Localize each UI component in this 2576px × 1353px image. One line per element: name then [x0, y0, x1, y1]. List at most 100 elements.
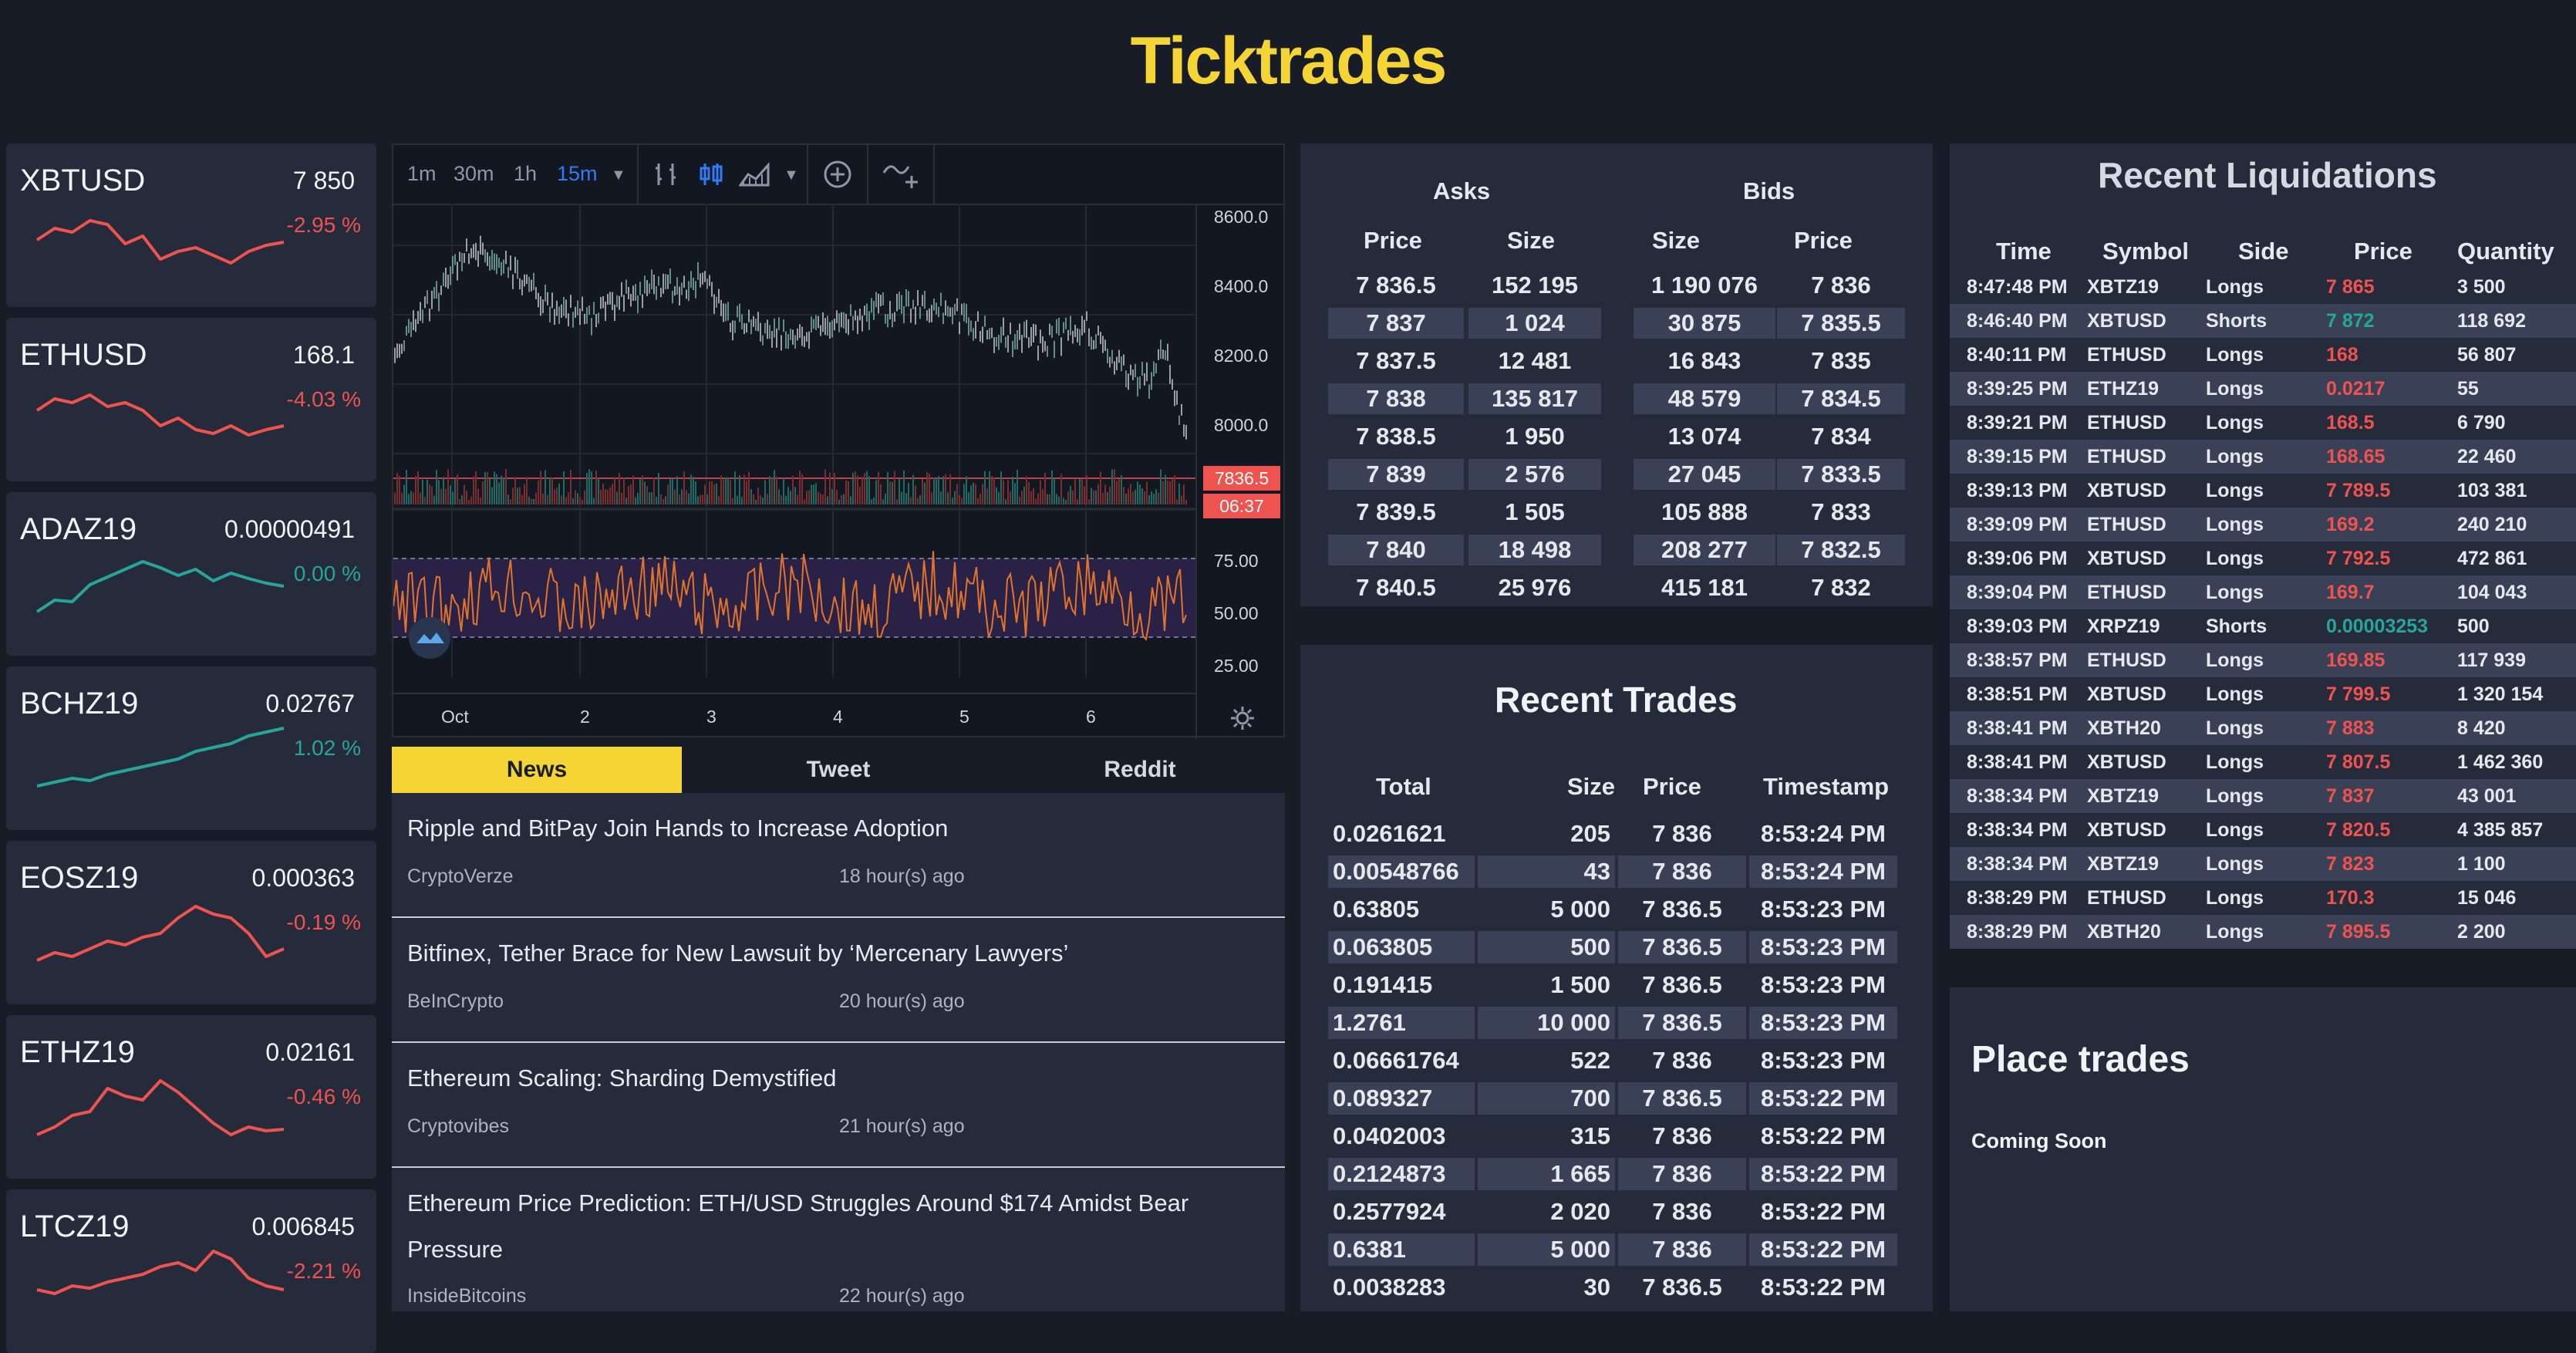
trade-timestamp-cell[interactable]: 8:53:22 PM [1749, 1158, 1897, 1190]
liquidation-row[interactable]: 8:39:25 PM ETHZ19 Longs 0.0217 55 [1950, 372, 2576, 406]
bid-price-cell[interactable]: 7 833.5 [1777, 459, 1905, 490]
bid-size-cell[interactable]: 415 181 [1661, 574, 1748, 601]
trade-total-cell[interactable]: 0.06661764 [1333, 1047, 1459, 1074]
trade-price-cell[interactable]: 7 836 [1618, 1158, 1746, 1190]
interval-15m-button[interactable]: 15m [557, 162, 598, 185]
interval-1h-button[interactable]: 1h [514, 162, 538, 185]
liquidation-row[interactable]: 8:38:34 PM XBTZ19 Longs 7 823 1 100 [1950, 847, 2576, 881]
bid-size-cell[interactable]: 105 888 [1661, 498, 1748, 525]
trade-size-cell[interactable]: 5 000 [1550, 896, 1610, 923]
bid-price-cell[interactable]: 7 835.5 [1777, 308, 1905, 339]
liquidation-row[interactable]: 8:38:51 PM XBTUSD Longs 7 799.5 1 320 154 [1950, 677, 2576, 711]
trade-price-cell[interactable]: 7 836.5 [1618, 1007, 1746, 1039]
trade-total-cell[interactable]: 0.089327 [1328, 1082, 1475, 1115]
bid-size-cell[interactable]: 1 190 076 [1651, 272, 1758, 299]
liquidation-row[interactable]: 8:38:41 PM XBTUSD Longs 7 807.5 1 462 360 [1950, 745, 2576, 779]
candles-style-icon[interactable] [697, 160, 725, 188]
bid-size-cell[interactable]: 27 045 [1634, 459, 1775, 490]
trade-size-cell[interactable]: 1 500 [1550, 971, 1610, 998]
ask-size-cell[interactable]: 2 576 [1468, 459, 1601, 490]
ticker-card-bchz19[interactable]: BCHZ19 0.02767 1.02 % [6, 666, 376, 830]
trade-size-cell[interactable]: 43 [1478, 855, 1615, 888]
ticker-card-ethz19[interactable]: ETHZ19 0.02161 -0.46 % [6, 1015, 376, 1179]
bars-style-icon[interactable] [652, 160, 683, 188]
settings-gear-icon[interactable] [1229, 705, 1256, 731]
trade-total-cell[interactable]: 0.0402003 [1333, 1122, 1446, 1149]
liquidation-row[interactable]: 8:39:13 PM XBTUSD Longs 7 789.5 103 381 [1950, 474, 2576, 508]
trade-total-cell[interactable]: 0.0038283 [1333, 1274, 1446, 1301]
liquidation-row[interactable]: 8:40:11 PM ETHUSD Longs 168 56 807 [1950, 338, 2576, 372]
liquidation-row[interactable]: 8:38:57 PM ETHUSD Longs 169.85 117 939 [1950, 643, 2576, 677]
bid-price-cell[interactable]: 7 834 [1811, 423, 1871, 450]
trade-total-cell[interactable]: 0.6381 [1328, 1233, 1475, 1266]
liquidation-row[interactable]: 8:38:34 PM XBTZ19 Longs 7 837 43 001 [1950, 779, 2576, 813]
trade-price-cell[interactable]: 7 836.5 [1618, 1082, 1746, 1115]
ticker-card-adaz19[interactable]: ADAZ19 0.00000491 0.00 % [6, 492, 376, 656]
trade-price-cell[interactable]: 7 836.5 [1618, 931, 1746, 963]
trade-total-cell[interactable]: 0.2124873 [1328, 1158, 1475, 1190]
trade-timestamp-cell[interactable]: 8:53:24 PM [1761, 820, 1886, 847]
news-title[interactable]: Ripple and BitPay Join Hands to Increase… [407, 815, 949, 842]
ticker-card-ltcz19[interactable]: LTCZ19 0.006845 -2.21 % [6, 1189, 376, 1353]
trade-size-cell[interactable]: 500 [1478, 931, 1615, 963]
ask-size-cell[interactable]: 1 950 [1505, 423, 1565, 450]
trade-size-cell[interactable]: 30 [1583, 1274, 1610, 1301]
trade-total-cell[interactable]: 0.0261621 [1333, 820, 1446, 847]
interval-1m-button[interactable]: 1m [407, 162, 437, 185]
trade-timestamp-cell[interactable]: 8:53:23 PM [1761, 1047, 1886, 1074]
trade-total-cell[interactable]: 0.63805 [1333, 896, 1420, 923]
tab-news[interactable]: News [392, 747, 682, 793]
trade-size-cell[interactable]: 522 [1570, 1047, 1610, 1074]
liquidation-row[interactable]: 8:46:40 PM XBTUSD Shorts 7 872 118 692 [1950, 304, 2576, 338]
tab-tweet[interactable]: Tweet [806, 757, 871, 782]
compare-icon[interactable] [882, 159, 921, 190]
liquidation-row[interactable]: 8:38:34 PM XBTUSD Longs 7 820.5 4 385 857 [1950, 813, 2576, 847]
trade-price-cell[interactable]: 7 836.5 [1642, 1274, 1722, 1301]
trade-size-cell[interactable]: 315 [1570, 1122, 1610, 1149]
trade-timestamp-cell[interactable]: 8:53:24 PM [1749, 855, 1897, 888]
trade-size-cell[interactable]: 10 000 [1478, 1007, 1615, 1039]
trade-size-cell[interactable]: 205 [1570, 820, 1610, 847]
bid-price-cell[interactable]: 7 832 [1811, 574, 1871, 601]
liquidation-row[interactable]: 8:38:29 PM XBTH20 Longs 7 895.5 2 200 [1950, 915, 2576, 949]
ask-price-cell[interactable]: 7 838.5 [1356, 423, 1436, 450]
bid-price-cell[interactable]: 7 835 [1811, 347, 1871, 374]
liquidation-row[interactable]: 8:38:41 PM XBTH20 Longs 7 883 8 420 [1950, 711, 2576, 745]
trade-price-cell[interactable]: 7 836 [1618, 1233, 1746, 1266]
bid-size-cell[interactable]: 13 074 [1667, 423, 1741, 450]
trade-timestamp-cell[interactable]: 8:53:22 PM [1749, 1082, 1897, 1115]
candlestick-chart[interactable] [393, 204, 1195, 677]
add-indicator-icon[interactable] [822, 159, 853, 190]
chevron-down-icon[interactable]: ▼ [784, 167, 799, 184]
trade-size-cell[interactable]: 2 020 [1550, 1198, 1610, 1225]
ticker-card-eosz19[interactable]: EOSZ19 0.000363 -0.19 % [6, 841, 376, 1004]
trade-price-cell[interactable]: 7 836 [1652, 1198, 1712, 1225]
ask-price-cell[interactable]: 7 837.5 [1356, 347, 1436, 374]
ask-size-cell[interactable]: 135 817 [1468, 383, 1601, 414]
bid-price-cell[interactable]: 7 836 [1811, 272, 1871, 299]
trade-price-cell[interactable]: 7 836 [1618, 855, 1746, 888]
ticker-card-xbtusd[interactable]: XBTUSD 7 850 -2.95 % [6, 143, 376, 307]
price-chart-panel[interactable]: 1m 30m 1h 15m ▼ ▼ 8600.0 8400.0 8200.0 8… [392, 143, 1285, 739]
ask-price-cell[interactable]: 7 837 [1328, 308, 1464, 339]
trade-total-cell[interactable]: 0.191415 [1333, 971, 1433, 998]
bid-size-cell[interactable]: 30 875 [1634, 308, 1775, 339]
bid-size-cell[interactable]: 48 579 [1634, 383, 1775, 414]
trade-total-cell[interactable]: 0.00548766 [1328, 855, 1475, 888]
bid-size-cell[interactable]: 16 843 [1667, 347, 1741, 374]
trade-timestamp-cell[interactable]: 8:53:22 PM [1761, 1198, 1886, 1225]
news-item[interactable]: Ripple and BitPay Join Hands to Increase… [392, 793, 1285, 918]
liquidation-row[interactable]: 8:47:48 PM XBTZ19 Longs 7 865 3 500 [1950, 270, 2576, 304]
trade-price-cell[interactable]: 7 836.5 [1642, 971, 1722, 998]
bid-size-cell[interactable]: 208 277 [1634, 535, 1775, 565]
liquidation-row[interactable]: 8:39:04 PM ETHUSD Longs 169.7 104 043 [1950, 575, 2576, 609]
liquidation-row[interactable]: 8:39:09 PM ETHUSD Longs 169.2 240 210 [1950, 508, 2576, 542]
ask-size-cell[interactable]: 152 195 [1491, 272, 1579, 299]
trade-timestamp-cell[interactable]: 8:53:23 PM [1749, 931, 1897, 963]
trade-size-cell[interactable]: 1 665 [1478, 1158, 1615, 1190]
bid-price-cell[interactable]: 7 834.5 [1777, 383, 1905, 414]
ticker-card-ethusd[interactable]: ETHUSD 168.1 -4.03 % [6, 318, 376, 481]
area-style-icon[interactable] [739, 160, 771, 188]
trade-timestamp-cell[interactable]: 8:53:23 PM [1761, 971, 1886, 998]
liquidation-row[interactable]: 8:38:29 PM ETHUSD Longs 170.3 15 046 [1950, 881, 2576, 915]
